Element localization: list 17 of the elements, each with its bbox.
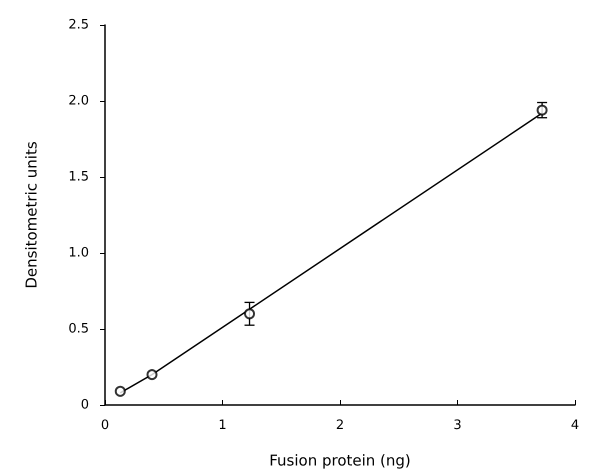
y-tick-label: 1.5 [68,170,89,184]
y-tick-label: 0 [80,398,89,412]
point [114,386,126,397]
x-axis-title: Fusion protein (ng) [269,452,411,470]
x-tick-label: 3 [453,418,462,433]
x-tick-label: 0 [100,418,110,433]
x-tick-label: 1 [218,418,227,433]
point [146,369,158,380]
y-tick-label: 0.5 [68,322,89,336]
x-tick-label: 4 [570,418,580,433]
point [536,104,548,116]
y-axis-title: Densitometric units [22,141,40,289]
x-tick-label: 2 [336,418,344,433]
point [244,308,256,320]
y-tick-label: 2.0 [68,94,89,108]
y-tick-label: 1.0 [68,246,89,260]
y-tick-label: 2.5 [68,18,89,32]
